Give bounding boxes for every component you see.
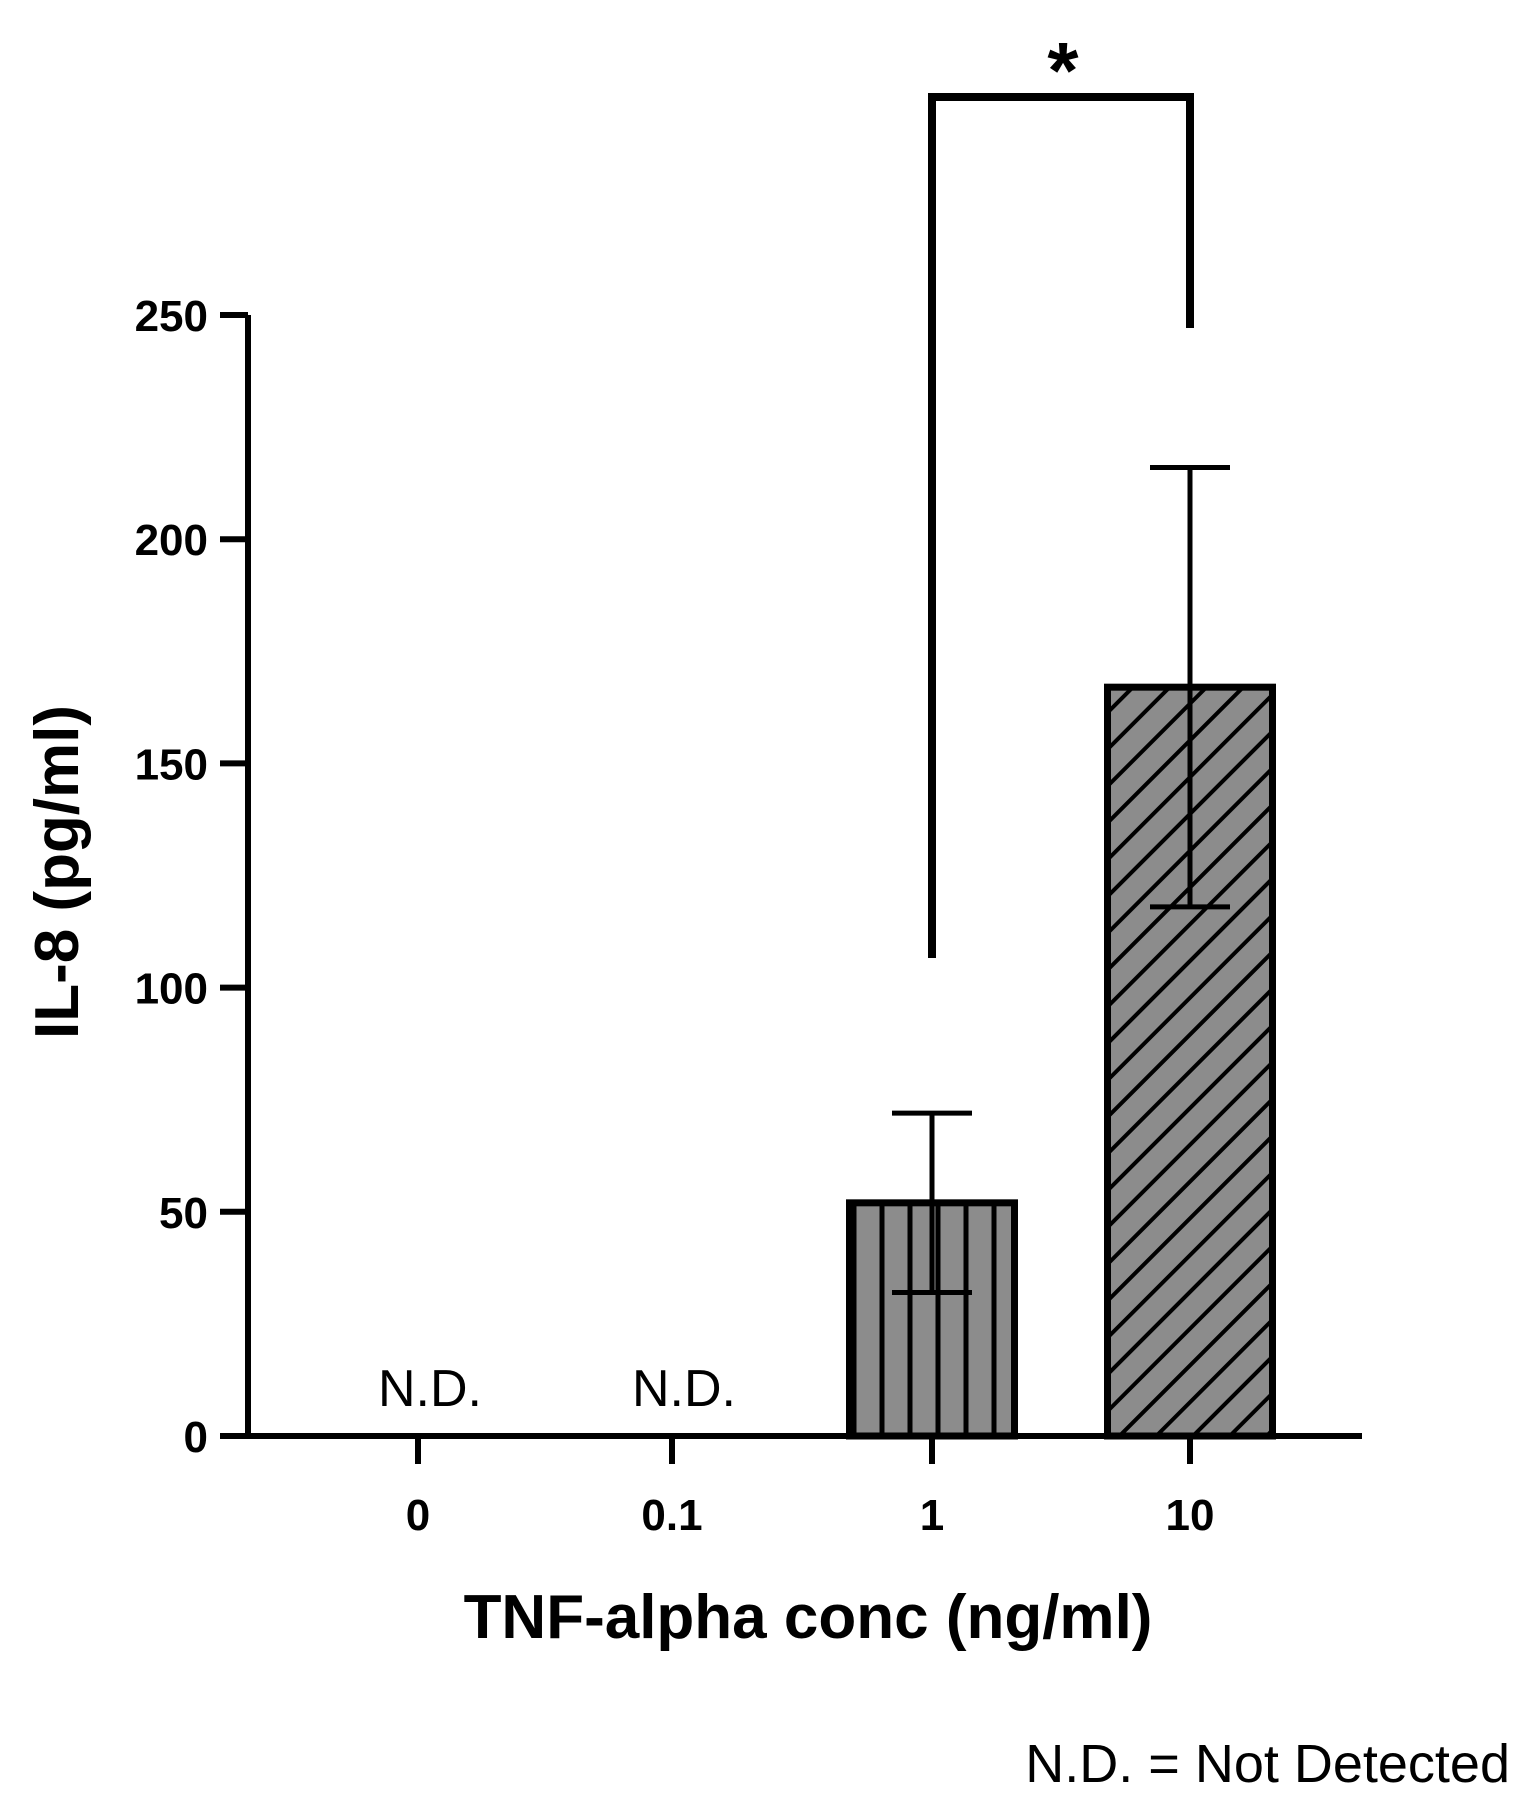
significance-bracket: * xyxy=(928,26,1194,958)
bars-layer xyxy=(846,683,1276,1440)
y-ticks: 0 50 100 150 200 250 xyxy=(135,292,248,1462)
x-tick-label: 10 xyxy=(1166,1491,1215,1540)
significance-bracket-line xyxy=(928,93,1194,958)
y-tick-label: 150 xyxy=(135,740,208,789)
y-tick-label: 0 xyxy=(184,1413,208,1462)
x-ticks: 0 0.1 1 10 xyxy=(406,1436,1215,1540)
y-axis-title: IL-8 (pg/ml) xyxy=(23,705,92,1039)
x-axis-title: TNF-alpha conc (ng/ml) xyxy=(464,1583,1153,1652)
y-tick-label: 100 xyxy=(135,965,208,1014)
footnote-not-detected: N.D. = Not Detected xyxy=(1025,1734,1510,1794)
y-tick-label: 250 xyxy=(135,292,208,341)
not-detected-label: N.D. xyxy=(378,1360,482,1418)
x-tick-label: 0 xyxy=(406,1491,430,1540)
error-bars-layer xyxy=(892,464,1230,1296)
significance-marker: * xyxy=(1047,26,1079,115)
x-tick-label: 0.1 xyxy=(641,1491,702,1540)
not-detected-label: N.D. xyxy=(632,1360,736,1418)
not-detected-labels: N.D. N.D. xyxy=(378,1360,736,1418)
y-tick-label: 50 xyxy=(159,1189,208,1238)
y-tick-label: 200 xyxy=(135,516,208,565)
x-tick-label: 1 xyxy=(920,1491,944,1540)
